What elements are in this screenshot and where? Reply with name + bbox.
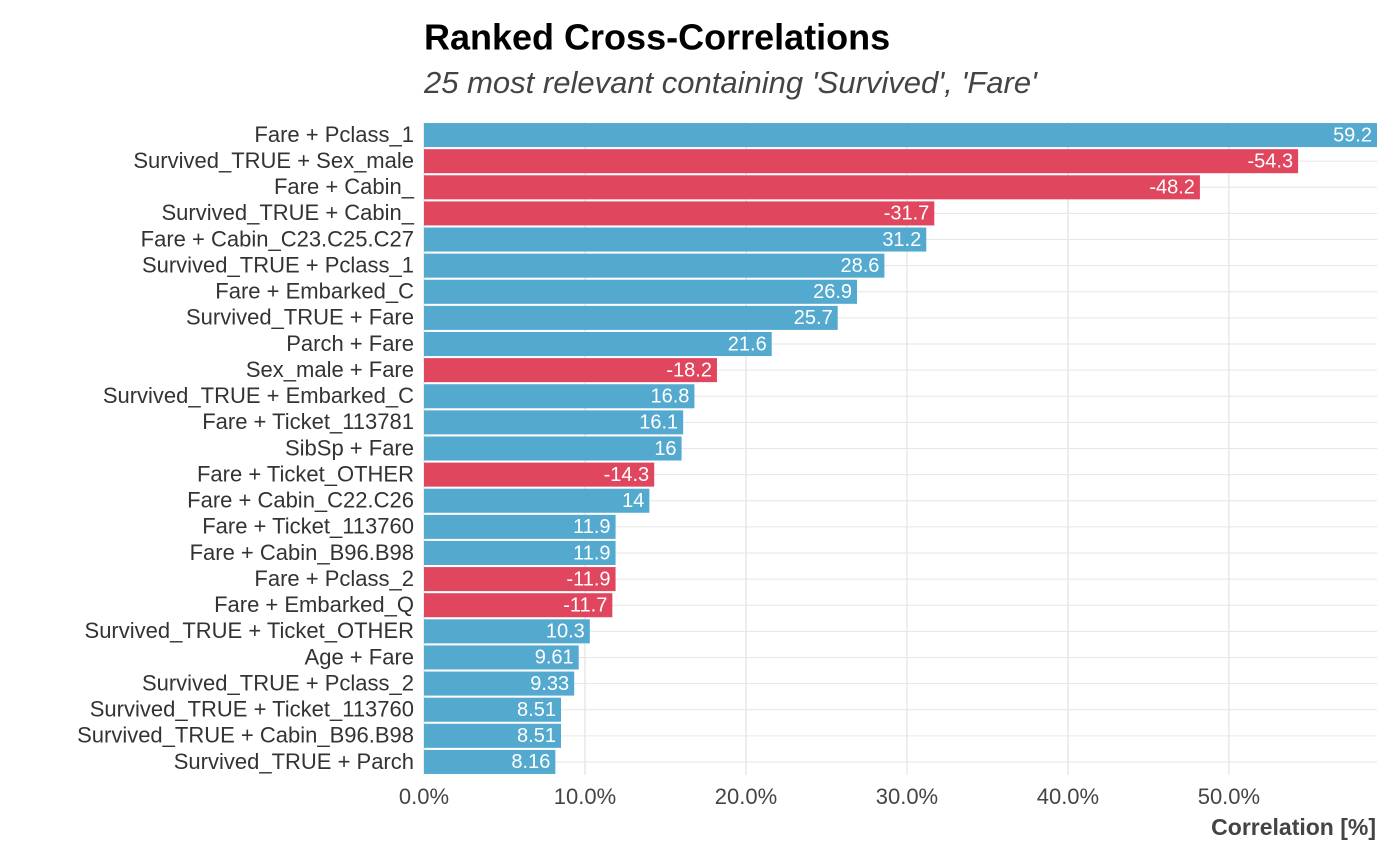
x-axis-title: Correlation [%] [1211, 814, 1376, 840]
y-tick-label: Survived_TRUE + Sex_male [133, 148, 414, 173]
bar [424, 540, 616, 565]
bar [424, 305, 838, 330]
data-label: 16 [654, 438, 676, 460]
chart-title: Ranked Cross-Correlations [424, 17, 890, 58]
data-label: 14 [622, 490, 644, 512]
bar [424, 593, 613, 618]
x-tick-label: 20.0% [715, 784, 777, 809]
bar [424, 358, 717, 383]
bar [424, 149, 1299, 174]
y-tick-label: Fare + Pclass_2 [254, 566, 414, 591]
y-tick-label: Sex_male + Fare [246, 357, 414, 382]
data-label: 28.6 [840, 255, 879, 277]
y-tick-label: Fare + Cabin_C22.C26 [187, 488, 414, 513]
bar [424, 227, 927, 252]
data-label: 8.51 [517, 725, 556, 747]
data-label: 25.7 [794, 307, 833, 329]
y-tick-label: Survived_TRUE + Fare [186, 305, 414, 330]
data-label: 8.16 [511, 751, 550, 773]
y-tick-label: Survived_TRUE + Ticket_113760 [90, 697, 414, 722]
data-label: 26.9 [813, 281, 852, 303]
y-tick-label: Fare + Cabin_C23.C25.C27 [141, 226, 414, 251]
y-tick-label: Survived_TRUE + Parch [174, 749, 414, 774]
data-label: 31.2 [882, 229, 921, 251]
data-label: 9.33 [530, 673, 569, 695]
y-tick-label: Survived_TRUE + Ticket_OTHER [85, 618, 414, 643]
data-label: -11.7 [563, 595, 607, 617]
y-tick-label: Parch + Fare [286, 331, 414, 356]
y-tick-label: Survived_TRUE + Pclass_1 [142, 252, 414, 277]
y-tick-label: Survived_TRUE + Pclass_2 [142, 670, 414, 695]
bar [424, 384, 695, 409]
bar [424, 697, 561, 722]
y-tick-label: Fare + Cabin_B96.B98 [190, 540, 414, 565]
x-tick-label: 0.0% [399, 784, 449, 809]
y-tick-label: Fare + Ticket_113781 [202, 409, 414, 434]
bar [424, 332, 772, 357]
y-tick-label: Fare + Pclass_1 [254, 122, 414, 147]
bar [424, 201, 935, 226]
y-tick-label: Fare + Ticket_113760 [202, 514, 414, 539]
bar [424, 410, 684, 435]
bar [424, 645, 579, 670]
x-tick-label: 30.0% [876, 784, 938, 809]
data-label: -48.2 [1149, 177, 1195, 199]
chart-subtitle: 25 most relevant containing 'Survived', … [423, 65, 1038, 100]
bar [424, 671, 575, 696]
data-label: -11.9 [566, 568, 610, 590]
bar [424, 514, 616, 539]
bar [424, 253, 885, 278]
x-tick-label: 50.0% [1198, 784, 1260, 809]
data-label: 16.1 [639, 412, 678, 434]
bar [424, 619, 590, 644]
bar [424, 175, 1200, 200]
bar [424, 723, 561, 748]
bar [424, 436, 682, 461]
bar [424, 462, 655, 487]
y-tick-label: Fare + Ticket_OTHER [197, 461, 414, 486]
data-label: 59.2 [1333, 124, 1372, 146]
y-tick-label: Survived_TRUE + Cabin_ [161, 200, 414, 225]
data-label: 8.51 [517, 699, 556, 721]
y-tick-label: Survived_TRUE + Cabin_B96.B98 [77, 723, 414, 748]
data-label: -54.3 [1248, 150, 1294, 172]
y-tick-label: Age + Fare [305, 644, 414, 669]
data-label: -14.3 [604, 464, 650, 486]
y-tick-label: Fare + Embarked_Q [214, 592, 414, 617]
data-label: 10.3 [546, 621, 585, 643]
x-tick-label: 40.0% [1037, 784, 1099, 809]
bar [424, 123, 1377, 148]
data-label: -31.7 [884, 203, 930, 225]
x-tick-label: 10.0% [554, 784, 616, 809]
bar [424, 488, 650, 513]
data-label: 21.6 [728, 333, 767, 355]
y-tick-label: Fare + Cabin_ [274, 174, 415, 199]
bar [424, 749, 556, 774]
data-label: 11.9 [573, 516, 610, 538]
data-label: -18.2 [666, 359, 712, 381]
data-label: 16.8 [651, 386, 690, 408]
y-tick-label: Fare + Embarked_C [215, 279, 414, 304]
y-tick-label: Survived_TRUE + Embarked_C [103, 383, 414, 408]
data-label: 11.9 [573, 542, 610, 564]
data-label: 9.61 [535, 647, 574, 669]
bar [424, 567, 616, 592]
y-tick-label: SibSp + Fare [285, 435, 414, 460]
bar [424, 279, 858, 304]
